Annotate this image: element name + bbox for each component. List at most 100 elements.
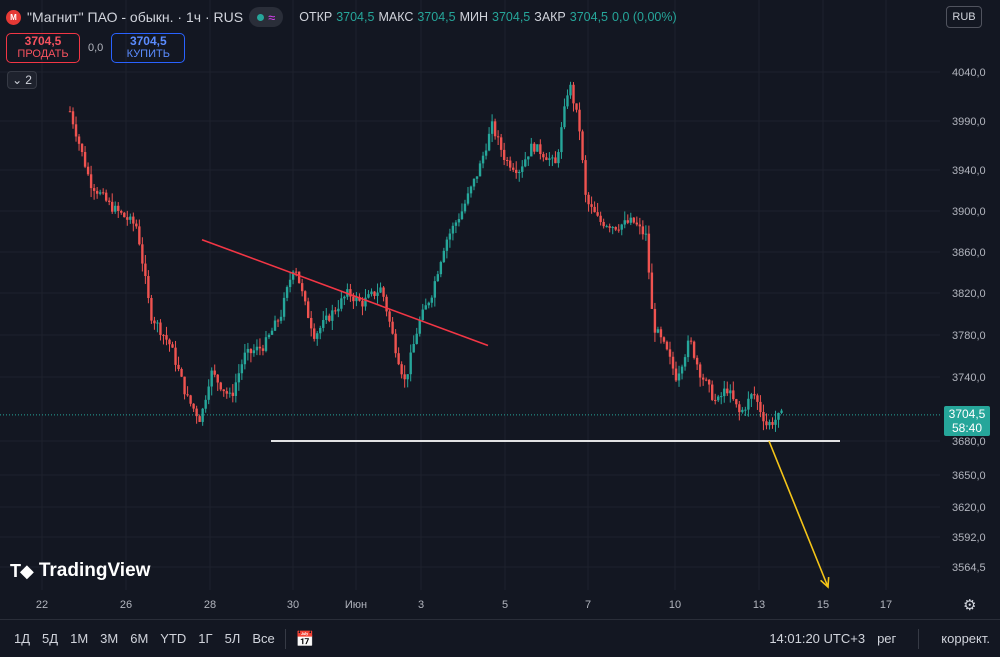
candle-body <box>723 388 726 397</box>
candle-body <box>599 215 602 222</box>
y-tick-label: 3680,0 <box>952 436 986 448</box>
period-1y[interactable]: 1Г <box>198 631 213 646</box>
candle-body <box>548 158 551 160</box>
candle-body <box>668 349 672 357</box>
candle-body <box>472 178 476 187</box>
candle-body <box>641 226 645 235</box>
candle-body <box>291 271 295 280</box>
high-value: 3704,5 <box>417 10 456 24</box>
time-axis[interactable]: 22 26 28 30 Июн 3 5 7 10 13 15 17 <box>36 599 892 611</box>
buy-button[interactable]: 3704,5 КУПИТЬ <box>111 33 186 63</box>
candle-body <box>753 394 756 396</box>
candle-body <box>424 305 427 310</box>
period-5d[interactable]: 5Д <box>42 631 59 646</box>
candle-body <box>328 315 331 321</box>
candle-body <box>165 335 168 340</box>
candle-body <box>578 109 581 132</box>
candle-body <box>686 340 690 358</box>
candlestick-chart[interactable]: 3564,5 3592,0 3620,0 3650,0 3680,0 3740,0 3780… <box>0 0 1000 619</box>
x-tick-label: 7 <box>585 599 591 611</box>
sell-button[interactable]: 3704,5 ПРОДАТЬ <box>6 33 80 63</box>
forecast-arrow-head <box>820 576 830 589</box>
period-6m[interactable]: 6М <box>130 631 149 646</box>
forecast-arrow[interactable] <box>768 440 830 589</box>
candle-body <box>240 364 244 374</box>
candle-body <box>780 410 783 413</box>
y-tick-label: 3940,0 <box>952 165 986 177</box>
candle-body <box>692 341 696 358</box>
chevron-down-icon: ⌄ <box>12 73 23 87</box>
close-label: ЗАКР <box>534 10 566 24</box>
candle-body <box>123 212 126 218</box>
candle-body <box>132 216 135 224</box>
candle-body <box>162 334 165 336</box>
candle-body <box>89 174 93 189</box>
candle-body <box>683 357 687 367</box>
period-5y[interactable]: 5Л <box>224 631 241 646</box>
candle-body <box>478 163 482 177</box>
candle-body <box>545 157 548 160</box>
low-value: 3704,5 <box>492 10 531 24</box>
candle-body <box>542 154 545 158</box>
candle-body <box>297 271 301 284</box>
candle-body <box>303 291 307 302</box>
candle-body <box>171 344 174 348</box>
candle-body <box>135 223 138 227</box>
symbol-title[interactable]: "Магнит" ПАО - обыкн. · 1ч · RUS <box>27 9 244 25</box>
candle-body <box>95 190 99 194</box>
candle-body <box>192 403 195 409</box>
candle-body <box>141 244 144 264</box>
toolbar-divider <box>918 628 920 649</box>
x-tick-label: 17 <box>880 599 892 611</box>
period-all[interactable]: Все <box>252 631 275 646</box>
period-ytd[interactable]: YTD <box>160 631 187 646</box>
candle-body <box>129 216 132 220</box>
candle-body <box>186 394 189 396</box>
candle-body <box>496 136 500 138</box>
candle-body <box>77 136 81 144</box>
candle-body <box>539 144 542 155</box>
gear-icon[interactable]: ⚙ <box>963 597 977 614</box>
calendar-icon[interactable]: 📅 <box>295 630 315 648</box>
candle-body <box>717 396 720 401</box>
candle-body <box>138 226 141 245</box>
buy-price: 3704,5 <box>129 34 167 48</box>
candle-body <box>714 399 717 401</box>
candle-body <box>270 330 274 335</box>
candle-body <box>288 279 292 288</box>
candle-body <box>581 131 584 161</box>
currency-button[interactable]: RUB <box>946 6 982 28</box>
candle-body <box>418 319 421 334</box>
y-tick-label: 4040,0 <box>952 67 986 79</box>
candle-body <box>183 376 186 395</box>
candle-body <box>590 204 593 207</box>
x-tick-label: 5 <box>502 599 508 611</box>
scale-toggle[interactable]: рег <box>877 631 897 646</box>
indicators-toggle-button[interactable]: ⌄ 2 <box>7 71 37 89</box>
candle-body <box>596 212 599 216</box>
candle-body <box>355 297 358 302</box>
adjust-toggle[interactable]: коррект. <box>941 631 990 646</box>
candle-body <box>457 219 461 223</box>
spread-value: 0,0 <box>88 42 104 54</box>
candle-body <box>650 272 654 309</box>
price-axis[interactable]: 3564,5 3592,0 3620,0 3650,0 3680,0 3740,0 3780… <box>952 67 986 574</box>
candle-body <box>732 390 735 400</box>
period-1m[interactable]: 1М <box>70 631 89 646</box>
candle-body <box>533 143 536 152</box>
trendline[interactable] <box>201 238 489 347</box>
clock-display[interactable]: 14:01:20 UTC+3 <box>769 631 866 646</box>
candle-body <box>680 366 684 374</box>
buy-label: КУПИТЬ <box>126 48 170 60</box>
candle-body <box>626 220 629 223</box>
candle-body <box>213 370 216 375</box>
period-3m[interactable]: 3М <box>100 631 119 646</box>
x-tick-label: 13 <box>753 599 765 611</box>
candle-body <box>83 151 87 167</box>
candle-body <box>391 321 394 334</box>
x-tick-label: Июн <box>345 599 367 611</box>
status-pill[interactable]: ≈ <box>249 7 284 27</box>
candle-body <box>385 296 388 312</box>
candle-body <box>261 348 265 351</box>
period-1d[interactable]: 1Д <box>14 631 31 646</box>
